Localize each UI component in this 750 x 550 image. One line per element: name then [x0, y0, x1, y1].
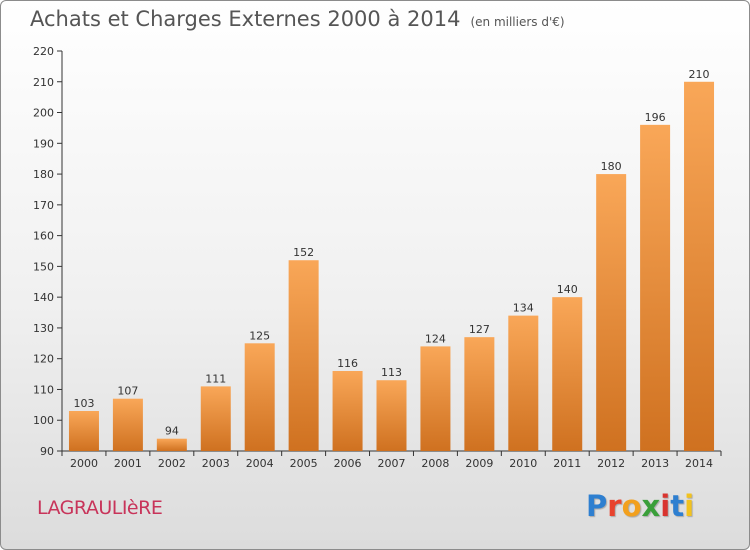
bar-2007 [376, 380, 407, 451]
bar-2009 [464, 337, 495, 451]
place-label: LAGRAULIèRE [37, 497, 163, 519]
x-tick-label: 2013 [641, 457, 669, 470]
x-tick-label: 2008 [421, 457, 449, 470]
y-tick-label: 150 [33, 260, 54, 273]
y-tick-label: 160 [33, 230, 54, 243]
data-label: 134 [513, 302, 534, 315]
bar-2014 [684, 81, 715, 452]
y-tick-label: 110 [33, 383, 54, 396]
data-label: 124 [425, 332, 446, 345]
y-tick-label: 170 [33, 199, 54, 212]
logo-letter: P [586, 489, 608, 523]
chart-subtitle: (en milliers d'€) [470, 15, 565, 29]
y-tick-label: 140 [33, 291, 54, 304]
data-label: 111 [205, 372, 226, 385]
data-label: 103 [73, 397, 94, 410]
bar-2000 [68, 411, 99, 451]
logo-letter: t [670, 489, 685, 523]
logo-letter: x [641, 489, 661, 523]
y-axis: 90 100 110 120 130 140 150 160 170 180 190 200 210 22… [33, 45, 63, 458]
x-axis: 2000 2001 2002 2003 2004 2005 2006 2007 2008 2009… [61, 450, 722, 470]
y-tick-label: 90 [40, 445, 54, 458]
bars [68, 81, 715, 452]
logo-letter: i [684, 489, 695, 523]
data-labels: 103 107 94 111 125 152 116 113 124 127 134 140 180 19… [73, 68, 709, 438]
chart-title: Achats et Charges Externes 2000 à 2014 (e… [30, 7, 565, 31]
x-tick-label: 2002 [158, 457, 186, 470]
proxiti-logo: Proxiti [586, 489, 694, 523]
data-label: 210 [689, 68, 710, 81]
data-label: 113 [381, 366, 402, 379]
y-tick-label: 210 [33, 76, 54, 89]
logo-letter: r [607, 489, 622, 523]
x-tick-label: 2004 [246, 457, 274, 470]
data-label: 196 [645, 111, 666, 124]
data-label: 152 [293, 246, 314, 259]
data-label: 180 [601, 160, 622, 173]
x-tick-label: 2003 [202, 457, 230, 470]
x-tick-label: 2005 [290, 457, 318, 470]
data-label: 140 [557, 283, 578, 296]
x-tick-label: 2007 [378, 457, 406, 470]
x-tick-label: 2011 [553, 457, 581, 470]
x-tick-label: 2012 [597, 457, 625, 470]
x-tick-label: 2010 [509, 457, 537, 470]
data-label: 107 [117, 385, 138, 398]
bar-2005 [288, 260, 319, 451]
y-tick-label: 220 [33, 45, 54, 58]
y-tick-label: 100 [33, 414, 54, 427]
bar-2008 [420, 346, 451, 451]
logo-letter: i [660, 489, 671, 523]
bar-2010 [508, 315, 539, 451]
data-label: 127 [469, 323, 490, 336]
x-tick-label: 2014 [685, 457, 713, 470]
bar-2003 [200, 386, 231, 451]
x-tick-label: 2000 [70, 457, 98, 470]
x-tick-label: 2009 [465, 457, 493, 470]
logo-letter: o [621, 489, 642, 523]
bar-2002 [156, 438, 187, 451]
bar-2001 [112, 398, 143, 451]
bar-2006 [332, 371, 363, 451]
data-label: 125 [249, 329, 270, 342]
y-tick-label: 200 [33, 107, 54, 120]
y-tick-label: 180 [33, 168, 54, 181]
y-tick-label: 120 [33, 353, 54, 366]
chart-title-text: Achats et Charges Externes 2000 à 2014 [30, 7, 461, 31]
bar-2012 [596, 174, 627, 452]
data-label: 116 [337, 357, 358, 370]
data-label: 94 [165, 425, 179, 438]
y-tick-label: 190 [33, 137, 54, 150]
bar-2004 [244, 343, 275, 451]
bar-2011 [552, 297, 583, 451]
bar-2013 [640, 124, 671, 451]
x-tick-label: 2006 [334, 457, 362, 470]
y-tick-label: 130 [33, 322, 54, 335]
x-tick-label: 2001 [114, 457, 142, 470]
